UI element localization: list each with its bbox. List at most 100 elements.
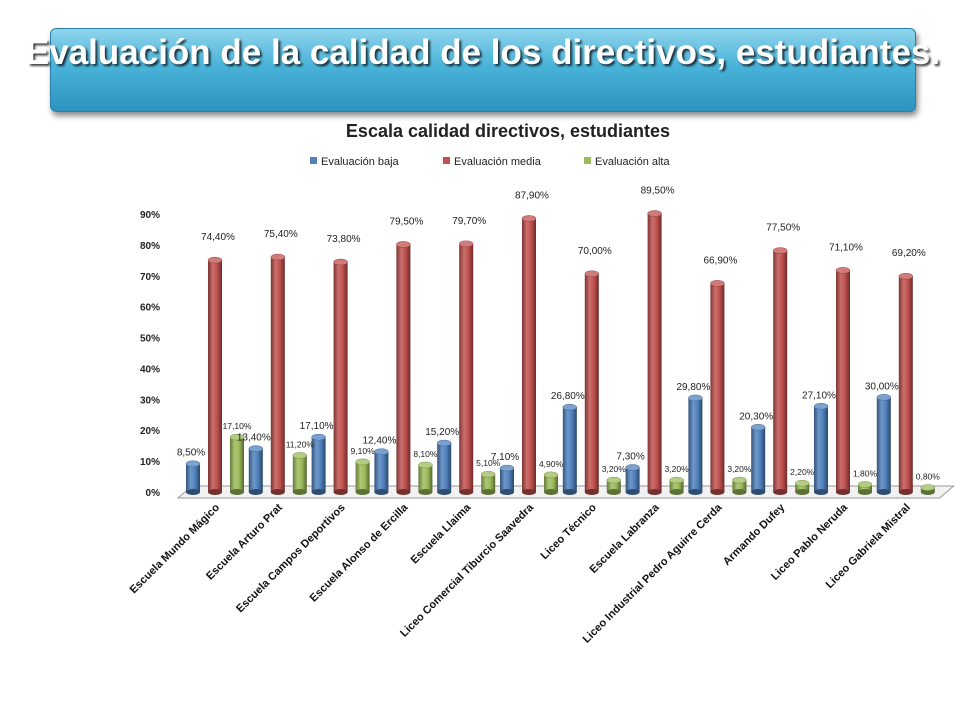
y-tick-label: 0% xyxy=(146,488,161,499)
bar-body xyxy=(858,484,872,492)
bar-cap xyxy=(584,270,600,278)
bar-base xyxy=(898,489,913,495)
bar xyxy=(374,448,389,495)
bar-cap xyxy=(185,460,201,467)
bar xyxy=(499,464,515,495)
chart-bars xyxy=(185,210,936,495)
bar-cap xyxy=(606,476,622,484)
data-label: 9,10% xyxy=(351,446,376,456)
y-tick-label: 50% xyxy=(140,334,160,345)
bar-cap xyxy=(794,479,810,487)
bar-body xyxy=(374,451,389,492)
bar-cap xyxy=(311,433,326,441)
legend-swatch xyxy=(443,157,450,164)
data-label: 66,90% xyxy=(703,255,737,266)
bar-body xyxy=(230,437,244,492)
bar-body xyxy=(333,262,348,492)
bar xyxy=(647,210,662,495)
chart-legend: Evaluación baja Evaluación media Evaluació… xyxy=(310,156,670,168)
y-tick-label: 30% xyxy=(140,395,160,406)
bar xyxy=(521,215,537,495)
bar-body xyxy=(584,273,599,492)
bar-base xyxy=(522,489,536,495)
bar-base xyxy=(481,489,496,495)
bar-cap xyxy=(207,256,223,264)
legend-label: Evaluación baja xyxy=(321,156,400,168)
bar-base xyxy=(500,489,514,495)
x-tick-label: Escuela Mundo Mágico xyxy=(128,501,223,596)
x-tick-label: Liceo Técnico xyxy=(539,501,600,562)
bar-cap xyxy=(248,445,264,452)
data-label: 79,70% xyxy=(452,216,486,227)
bar-cap xyxy=(710,280,725,287)
bar-body xyxy=(751,427,766,492)
bar xyxy=(333,258,348,495)
bar-body xyxy=(270,257,285,492)
data-label: 13,40% xyxy=(237,433,271,444)
bar-body xyxy=(795,483,810,492)
x-tick-label: Liceo Comercial Tiburcio Saavedra xyxy=(398,501,537,640)
bar-base xyxy=(208,489,222,495)
bar-base xyxy=(292,489,307,495)
data-label: 4,90% xyxy=(539,459,564,469)
bar-body xyxy=(647,213,662,493)
bar-body xyxy=(732,480,747,492)
bar xyxy=(248,445,264,495)
bar-body xyxy=(876,397,891,492)
bar-cap xyxy=(355,458,370,466)
bar-body xyxy=(773,250,788,492)
bar-cap xyxy=(898,272,914,280)
bar xyxy=(835,267,851,495)
bar-cap xyxy=(543,471,559,479)
bar-cap xyxy=(292,452,308,459)
bar-base xyxy=(647,489,662,495)
bar-base xyxy=(186,489,200,495)
bar-body xyxy=(248,448,263,492)
bar-body xyxy=(688,397,703,492)
bar-cap xyxy=(625,464,640,471)
data-label: 7,30% xyxy=(616,451,644,462)
data-label: 17,10% xyxy=(300,421,334,432)
data-label: 69,20% xyxy=(892,248,926,259)
bar-body xyxy=(522,218,536,492)
bar-cap xyxy=(521,215,537,222)
bar-body xyxy=(710,283,725,492)
y-tick-label: 20% xyxy=(140,426,160,437)
data-label: 12,40% xyxy=(362,436,396,447)
bar-base xyxy=(625,489,640,495)
bar xyxy=(688,394,703,495)
bar-body xyxy=(500,468,514,492)
bar-body xyxy=(898,276,913,492)
bar xyxy=(876,394,892,495)
bar-cap xyxy=(876,394,892,401)
bar-body xyxy=(311,437,326,492)
bar xyxy=(772,247,788,495)
bar-base xyxy=(795,489,810,495)
bar xyxy=(794,479,810,495)
y-tick-label: 90% xyxy=(140,210,160,221)
bar-cap xyxy=(418,461,433,469)
bar xyxy=(458,240,474,495)
data-label: 70,00% xyxy=(578,246,612,257)
bar xyxy=(185,460,201,495)
bar-cap xyxy=(436,439,452,447)
bar-base xyxy=(876,489,891,495)
data-label: 87,90% xyxy=(515,190,549,201)
bar-base xyxy=(270,489,285,495)
data-label: 3,20% xyxy=(727,464,752,474)
bar-base xyxy=(606,489,621,495)
y-tick-label: 60% xyxy=(140,303,160,314)
bar-cap xyxy=(499,464,515,472)
bar-body xyxy=(355,461,370,492)
bar-base xyxy=(669,489,684,495)
bar-body xyxy=(814,406,828,492)
bar-cap xyxy=(920,484,936,491)
bar-base xyxy=(333,489,348,495)
x-tick-label: Armando Dufey xyxy=(721,501,788,568)
legend-swatch xyxy=(310,157,317,164)
data-label: 2,20% xyxy=(790,467,815,477)
bar xyxy=(355,458,370,495)
bar-cap xyxy=(772,247,788,254)
banner-title: Evaluación de la calidad de los directiv… xyxy=(25,33,941,72)
